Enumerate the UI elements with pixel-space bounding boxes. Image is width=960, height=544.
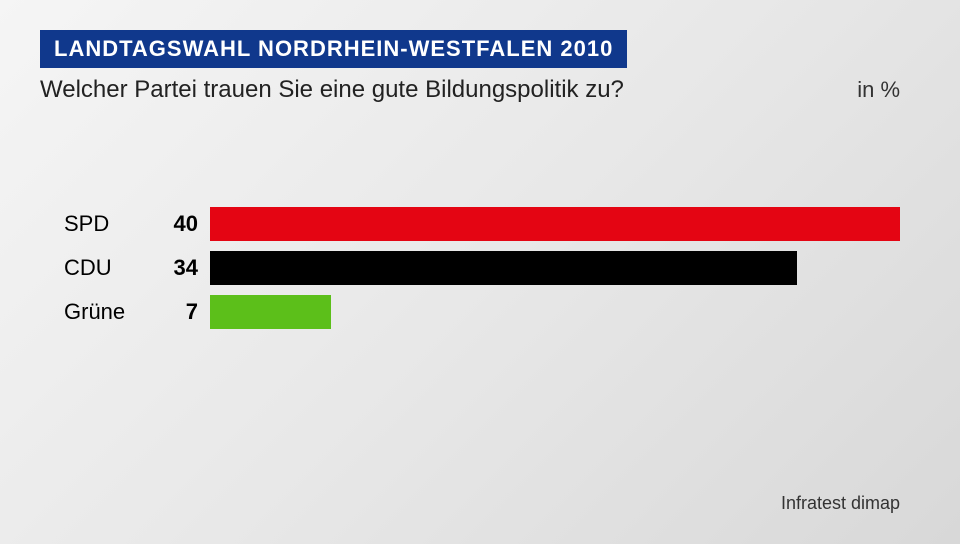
chart-subtitle: Welcher Partei trauen Sie eine gute Bild… [40,76,624,104]
bar-row: SPD 40 [60,204,900,244]
source-attribution: Infratest dimap [781,493,900,514]
bar [210,251,797,285]
bar-label: SPD [60,211,155,237]
bar-value: 7 [155,299,210,325]
bar-label: Grüne [60,299,155,325]
bar-value: 34 [155,255,210,281]
bar-track [210,295,900,329]
bar-label: CDU [60,255,155,281]
bar-track [210,207,900,241]
bar-row: Grüne 7 [60,292,900,332]
bar-chart: SPD 40 CDU 34 Grüne 7 [40,204,920,332]
header-banner: LANDTAGSWAHL NORDRHEIN-WESTFALEN 2010 [40,30,627,68]
subtitle-row: Welcher Partei trauen Sie eine gute Bild… [40,76,920,104]
bar-row: CDU 34 [60,248,900,288]
bar [210,207,900,241]
bar-value: 40 [155,211,210,237]
chart-unit: in % [857,77,900,103]
bar-track [210,251,900,285]
bar [210,295,331,329]
